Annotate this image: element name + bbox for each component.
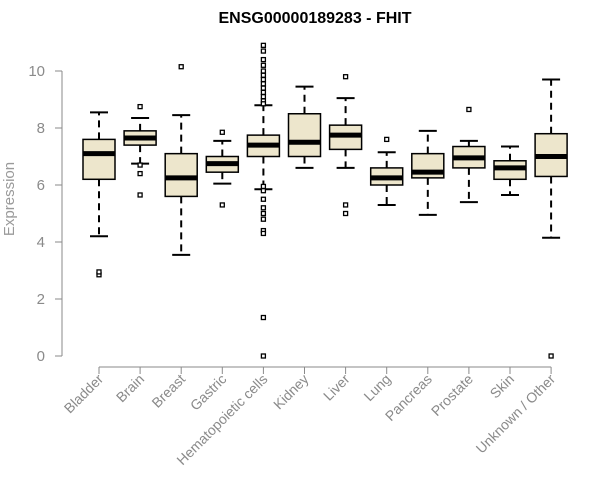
outlier-point	[260, 68, 267, 74]
x-tick-label: Prostate	[428, 371, 476, 419]
outlier-point	[96, 269, 102, 275]
outlier-point	[260, 72, 267, 78]
outlier-point	[260, 314, 267, 321]
outlier-point	[137, 103, 143, 110]
outlier-point	[260, 183, 267, 190]
box-skin	[493, 145, 527, 196]
box-breast	[164, 64, 198, 256]
outlier-point	[260, 42, 267, 48]
chart-title: ENSG00000189283 - FHIT	[219, 10, 412, 27]
outlier-point	[219, 129, 225, 135]
x-tick-label: Brain	[113, 371, 147, 405]
outlier-point	[260, 101, 267, 107]
box-body	[82, 138, 116, 181]
y-tick-label: 2	[37, 291, 45, 308]
x-tick-label: Breast	[148, 371, 188, 411]
box-kidney	[287, 85, 322, 169]
box-series	[82, 42, 568, 359]
x-tick-label: Skin	[487, 371, 518, 402]
y-axis: 0 2 4 6 8 10	[28, 63, 63, 365]
outlier-point	[260, 48, 267, 54]
outlier-point	[260, 94, 267, 100]
outlier-point	[260, 230, 267, 237]
box-unknown-other	[534, 78, 568, 359]
y-axis-label: Expression	[1, 162, 18, 236]
outlier-point	[260, 353, 267, 359]
x-tick-label: Liver	[320, 371, 353, 404]
outlier-point	[260, 85, 267, 91]
outlier-point	[260, 56, 267, 63]
outlier-point	[260, 76, 267, 83]
outlier-point	[137, 162, 143, 168]
outlier-point	[260, 188, 267, 194]
outlier-point	[260, 81, 267, 87]
outlier-point	[260, 62, 267, 68]
y-tick-label: 4	[37, 234, 45, 251]
y-tick-label: 10	[28, 63, 45, 80]
outlier-point	[260, 196, 267, 202]
box-gastric	[205, 129, 240, 208]
x-tick-label: Kidney	[270, 371, 312, 413]
outlier-point	[260, 210, 267, 217]
outlier-point	[342, 202, 349, 208]
box-hematopoietic-cells	[246, 42, 281, 359]
outlier-point	[342, 74, 349, 80]
box-pancreas	[411, 129, 445, 216]
outlier-point	[219, 202, 225, 208]
y-tick-label: 6	[37, 177, 45, 194]
x-tick-label: Bladder	[61, 371, 107, 417]
outlier-point	[260, 216, 267, 222]
y-tick-label: 8	[37, 120, 45, 137]
outlier-point	[178, 64, 184, 70]
outlier-point	[137, 192, 143, 198]
box-lung	[369, 136, 404, 206]
y-tick-label: 0	[37, 348, 45, 365]
box-prostate	[452, 106, 486, 204]
outlier-point	[548, 353, 554, 359]
x-tick-label: Lung	[360, 371, 393, 404]
box-brain	[123, 103, 157, 198]
outlier-point	[260, 205, 267, 211]
box-body	[164, 152, 198, 198]
outlier-point	[260, 89, 267, 96]
box-body	[287, 113, 322, 158]
box-liver	[328, 74, 363, 217]
outlier-point	[384, 136, 390, 143]
outlier-point	[466, 106, 472, 113]
outlier-point	[342, 210, 349, 217]
outlier-point	[137, 170, 143, 177]
box-bladder	[82, 111, 116, 278]
